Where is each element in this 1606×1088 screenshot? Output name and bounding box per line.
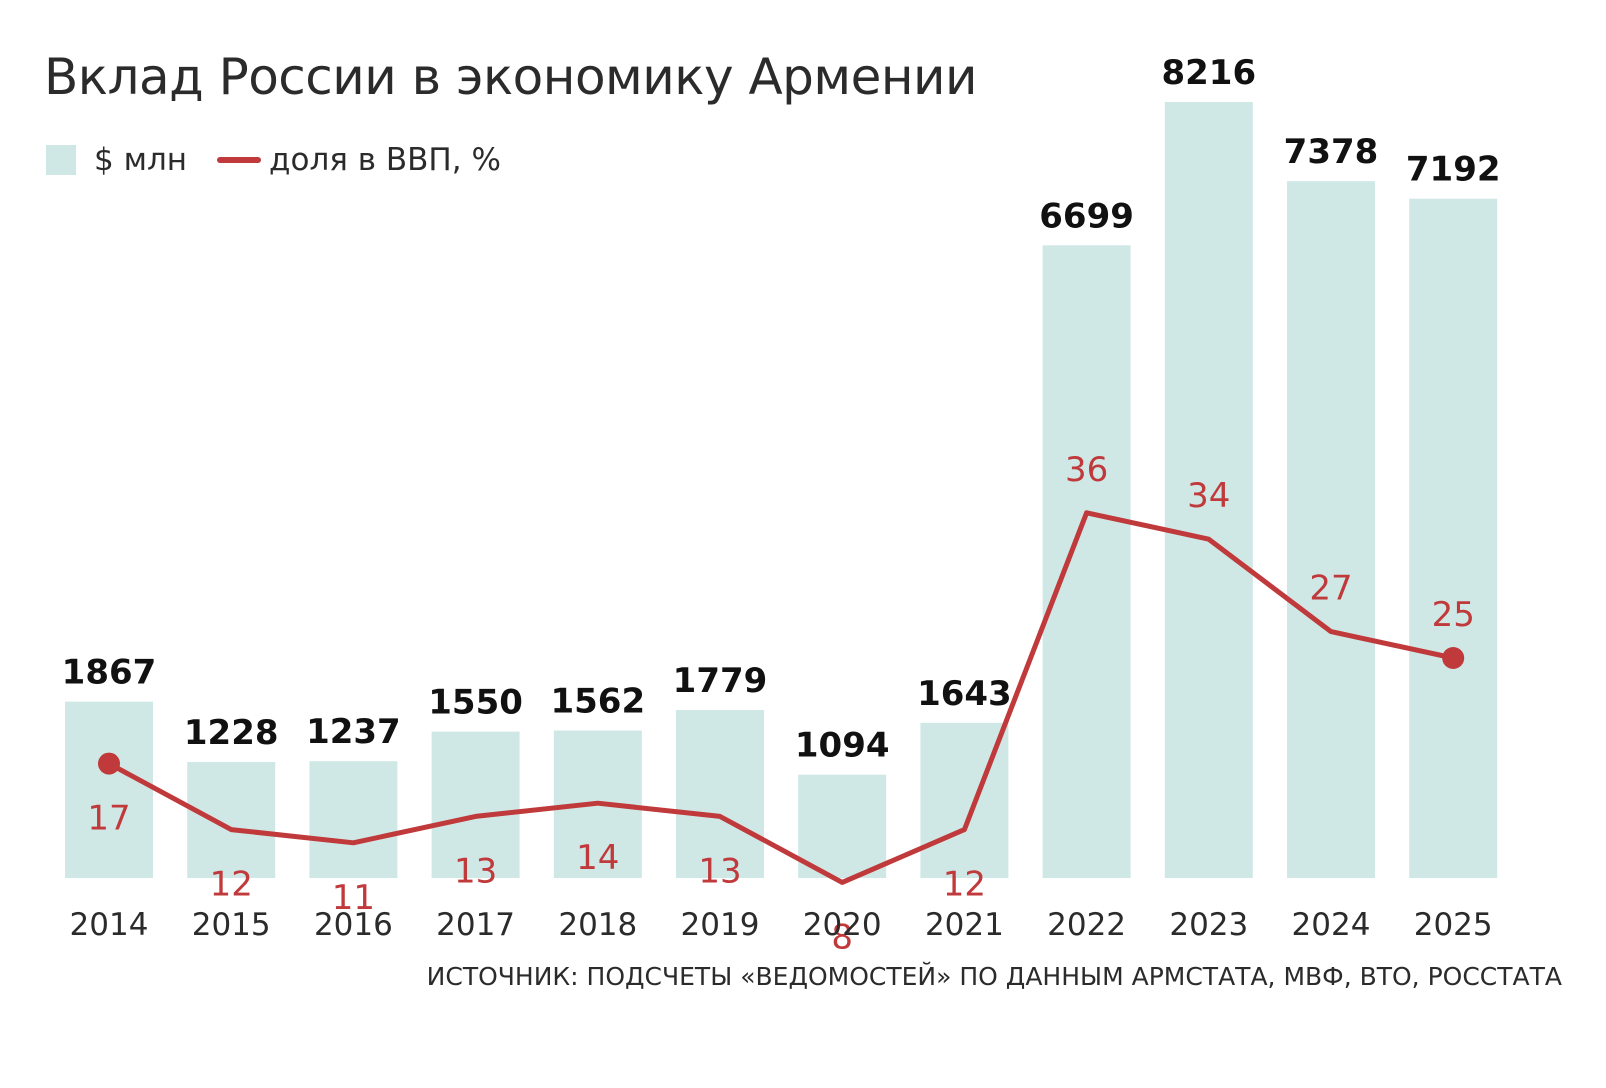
legend-label-bars: $ млн — [94, 142, 188, 178]
bar-2015 — [187, 762, 276, 878]
bar-value-label: 7378 — [1284, 132, 1379, 172]
share-value-label: 12 — [943, 865, 986, 905]
x-tick-label: 2024 — [1292, 907, 1371, 943]
share-value-label: 36 — [1065, 450, 1108, 490]
bar-2024 — [1287, 181, 1375, 878]
x-tick-label: 2017 — [436, 907, 515, 943]
bar-2019 — [676, 709, 764, 878]
bar-value-label: 1779 — [673, 661, 768, 701]
bar-value-label: 1094 — [795, 726, 890, 766]
x-tick-label: 2018 — [558, 907, 637, 943]
x-tick-label: 2020 — [803, 907, 882, 943]
share-value-label: 8 — [831, 917, 853, 957]
bar-2025 — [1409, 198, 1498, 878]
share-value-label: 11 — [332, 878, 375, 918]
legend-item-bars: $ млн — [46, 142, 187, 178]
legend-swatch-bars — [46, 145, 76, 175]
share-endpoint-marker — [98, 752, 120, 775]
bar-2023 — [1164, 102, 1253, 878]
share-value-label: 17 — [87, 799, 130, 839]
share-endpoint-marker — [1442, 647, 1465, 669]
x-tick-label: 2021 — [925, 907, 1004, 943]
bar-2022 — [1042, 245, 1131, 879]
bar-values-layer: 1867 1228 1237 1550 1562 1779 1094 1643 6699 8216… — [62, 53, 1501, 766]
chart-title: Вклад России в экономику Армении — [44, 48, 978, 106]
bar-value-label: 1867 — [62, 653, 157, 693]
share-line — [106, 510, 1456, 885]
bar-value-label: 1550 — [428, 683, 523, 723]
bar-2020 — [798, 774, 887, 878]
x-tick-label: 2014 — [70, 907, 149, 943]
bar-2017 — [431, 731, 520, 878]
share-value-label: 34 — [1187, 476, 1230, 516]
x-tick-label: 2025 — [1414, 907, 1493, 943]
x-tick-label: 2023 — [1169, 907, 1248, 943]
bar-2016 — [309, 761, 398, 878]
line-layer — [98, 510, 1465, 885]
share-value-label: 14 — [576, 838, 619, 878]
share-value-label: 12 — [210, 865, 253, 905]
bar-value-label: 6699 — [1039, 196, 1134, 236]
share-value-label: 13 — [698, 851, 741, 891]
source-note: ИСТОЧНИК: ПОДСЧЕТЫ «ВЕДОМОСТЕЙ» ПО ДАННЫ… — [426, 962, 1562, 991]
legend: $ млн доля в ВВП, % — [46, 140, 531, 180]
x-tick-label: 2019 — [681, 907, 760, 943]
bar-value-label: 1237 — [306, 712, 401, 752]
x-tick-label: 2022 — [1047, 907, 1126, 943]
x-tick-label: 2016 — [314, 907, 393, 943]
x-axis: 2014 2015 2016 2017 2018 2019 2020 2021 2022 2023… — [70, 907, 1493, 943]
bar-value-label: 1228 — [184, 713, 279, 753]
bar-value-label: 8216 — [1161, 53, 1256, 93]
share-value-label: 13 — [454, 851, 497, 891]
bar-value-label: 7192 — [1406, 150, 1501, 190]
share-labels-layer: 17 12 11 13 14 13 8 12 36 34 27 25 — [87, 450, 1474, 958]
legend-item-line: доля в ВВП, % — [217, 142, 501, 178]
x-tick-label: 2015 — [192, 907, 271, 943]
share-value-label: 27 — [1309, 569, 1352, 609]
legend-swatch-line — [217, 157, 262, 163]
bar-2014 — [65, 701, 153, 878]
bar-value-label: 1562 — [550, 681, 645, 721]
bars-layer — [65, 102, 1498, 879]
bar-value-label: 1643 — [917, 674, 1012, 714]
legend-label-line: доля в ВВП, % — [269, 142, 501, 178]
share-value-label: 25 — [1432, 595, 1475, 635]
